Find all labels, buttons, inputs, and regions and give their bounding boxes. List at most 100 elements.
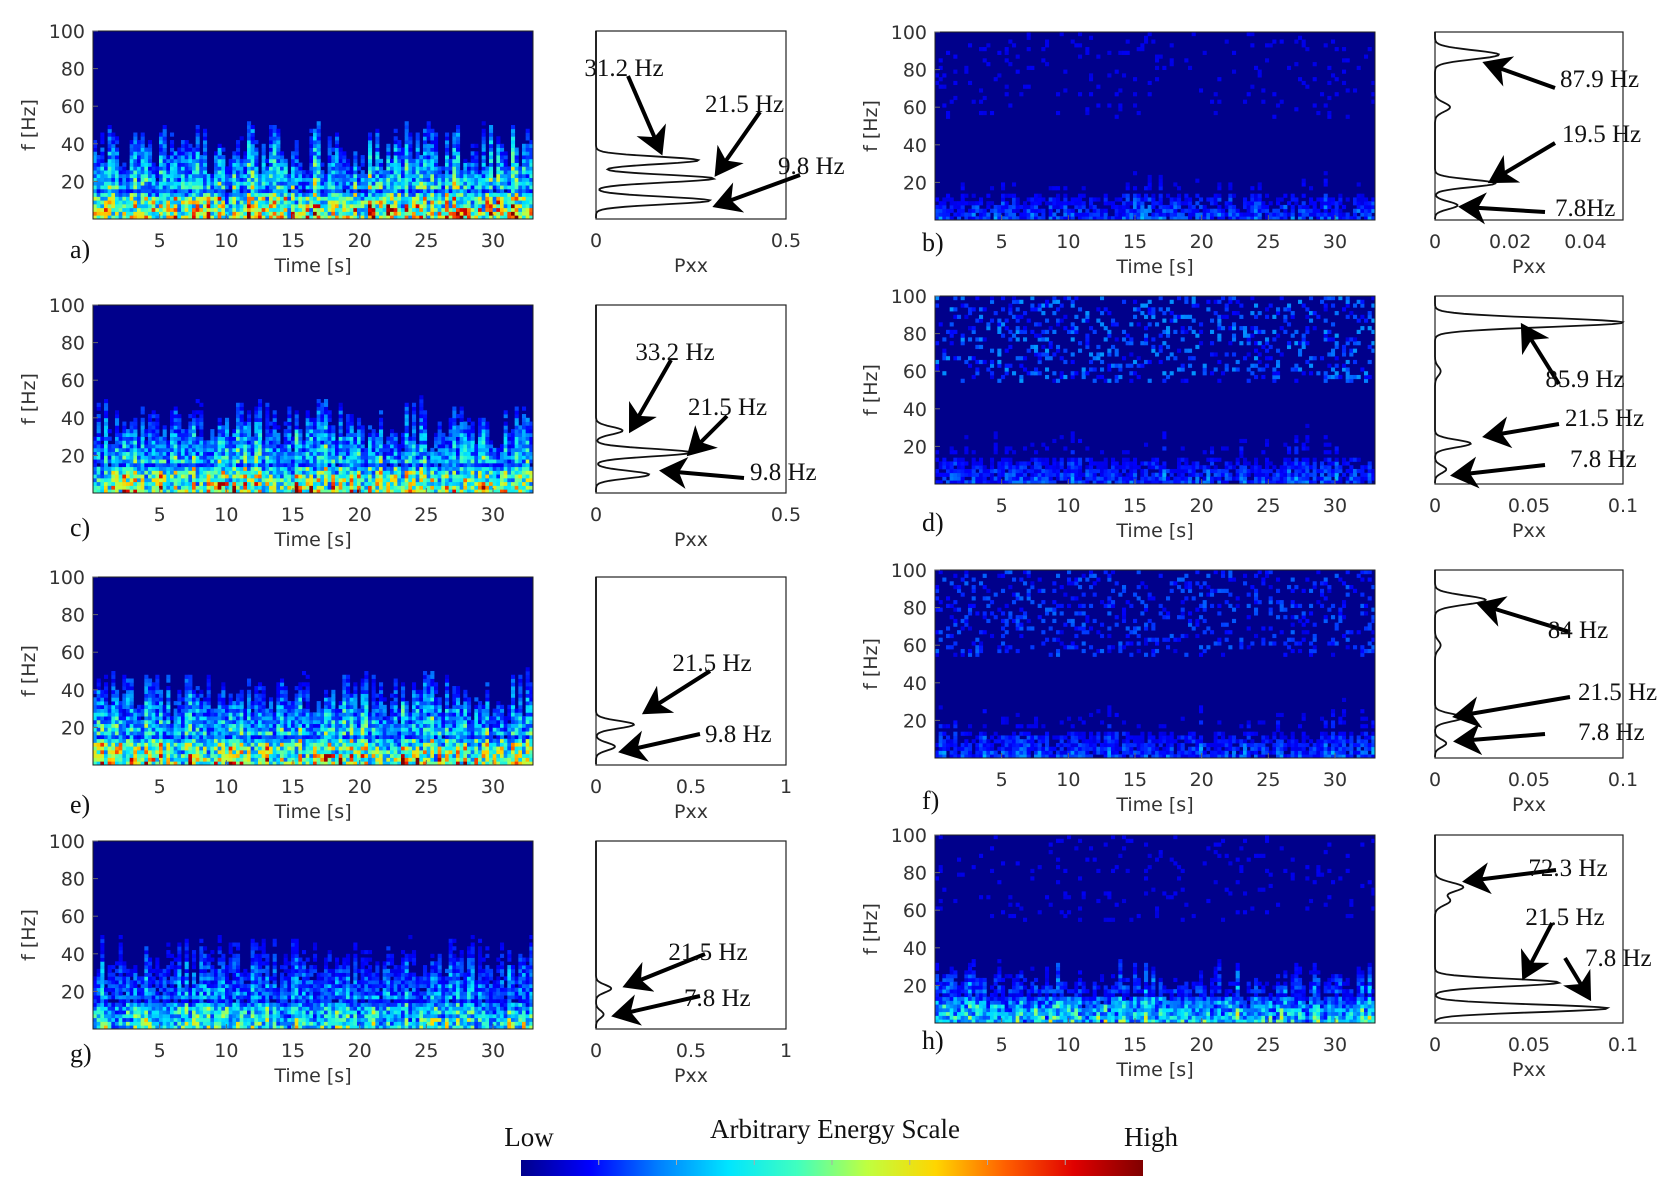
y-tick-label: 100 <box>49 21 85 43</box>
heatmap-cell <box>265 185 270 190</box>
heatmap-cell <box>104 421 109 426</box>
heatmap-cell <box>522 185 527 190</box>
heatmap-cell <box>375 196 380 201</box>
heatmap-cell <box>115 410 120 415</box>
heatmap-cell <box>412 166 417 171</box>
heatmap-cell <box>342 436 347 441</box>
heatmap-cell <box>412 425 417 430</box>
heatmap-cell <box>511 151 516 156</box>
heatmap-cell <box>426 151 431 156</box>
heatmap-cell <box>151 444 156 449</box>
heatmap-cell <box>221 455 226 460</box>
heatmap-cell <box>415 489 420 494</box>
heatmap-cell <box>1045 43 1050 48</box>
heatmap-cell <box>144 207 149 212</box>
heatmap-cell <box>371 181 376 186</box>
heatmap-cell <box>1155 54 1160 59</box>
heatmap-cell <box>441 466 446 471</box>
heatmap-cell <box>137 166 142 171</box>
heatmap-cell <box>287 192 292 197</box>
heatmap-cell <box>368 177 373 182</box>
heatmap-cell <box>272 140 277 145</box>
heatmap-cell <box>298 474 303 479</box>
heatmap-cell <box>140 455 145 460</box>
heatmap-cell <box>173 481 178 486</box>
heatmap-cell <box>342 444 347 449</box>
heatmap-cell <box>419 155 424 160</box>
heatmap-cell <box>525 162 530 167</box>
heatmap-cell <box>96 181 101 186</box>
heatmap-cell <box>107 444 112 449</box>
heatmap-cell <box>364 459 369 464</box>
heatmap-cell <box>214 207 219 212</box>
heatmap-cell <box>489 147 494 152</box>
heatmap-cell <box>412 414 417 419</box>
heatmap-cell <box>346 455 351 460</box>
heatmap-cell <box>481 143 486 148</box>
heatmap-cell <box>137 196 142 201</box>
heatmap-cell <box>331 451 336 456</box>
heatmap-cell <box>173 436 178 441</box>
heatmap-cell <box>100 211 105 216</box>
heatmap-cell <box>93 477 98 483</box>
heatmap-cell <box>93 474 98 479</box>
heatmap-cell <box>206 211 211 216</box>
heatmap-cell <box>214 203 219 209</box>
heatmap-cell <box>280 155 285 160</box>
heatmap-cell <box>349 470 354 475</box>
heatmap-cell <box>236 151 241 156</box>
heatmap-cell <box>437 177 442 182</box>
heatmap-cell <box>397 203 402 209</box>
heatmap-cell <box>529 181 534 186</box>
heatmap-cell <box>126 173 131 179</box>
heatmap-cell <box>437 474 442 479</box>
heatmap-cell <box>122 196 127 201</box>
heatmap-cell <box>302 489 307 494</box>
heatmap-cell <box>232 181 237 186</box>
heatmap-cell <box>371 203 376 209</box>
heatmap-cell <box>331 215 336 220</box>
heatmap-cell <box>170 188 175 194</box>
heatmap-cell <box>151 477 156 483</box>
heatmap-cell <box>217 200 222 205</box>
heatmap-cell <box>1257 212 1262 217</box>
heatmap-cell <box>492 177 497 182</box>
heatmap-cell <box>968 43 973 48</box>
heatmap-cell <box>104 417 109 422</box>
heatmap-cell <box>1254 208 1259 213</box>
heatmap-cell <box>1085 212 1090 217</box>
heatmap-cell <box>316 196 321 201</box>
heatmap-cell <box>214 466 219 471</box>
heatmap-cell <box>335 211 340 216</box>
heatmap-cell <box>953 95 958 101</box>
heatmap-cell <box>243 466 248 471</box>
heatmap-cell <box>283 455 288 460</box>
heatmap-cell <box>338 462 343 468</box>
heatmap-cell <box>368 158 373 163</box>
heatmap-cell <box>170 417 175 422</box>
heatmap-cell <box>511 207 516 212</box>
heatmap-cell <box>261 173 266 179</box>
heatmap-cell <box>181 436 186 441</box>
heatmap-cell <box>188 429 193 434</box>
heatmap-cell <box>331 485 336 490</box>
heatmap-cell <box>467 173 472 179</box>
heatmap-cell <box>313 425 318 430</box>
heatmap-cell <box>500 211 505 216</box>
heatmap-cell <box>276 155 281 160</box>
heatmap-cell <box>415 447 420 453</box>
heatmap-cell <box>133 425 138 430</box>
heatmap-cell <box>437 436 442 441</box>
heatmap-cell <box>199 166 204 171</box>
heatmap-cell <box>177 207 182 212</box>
heatmap-cell <box>489 128 494 133</box>
heatmap-cell <box>456 462 461 468</box>
heatmap-cell <box>511 215 516 220</box>
heatmap-cell <box>1257 197 1262 202</box>
heatmap-cell <box>96 185 101 190</box>
heatmap-cell <box>173 196 178 201</box>
heatmap-cell <box>276 151 281 156</box>
heatmap-cell <box>104 466 109 471</box>
heatmap-cell <box>335 459 340 464</box>
heatmap-cell <box>1367 208 1372 213</box>
